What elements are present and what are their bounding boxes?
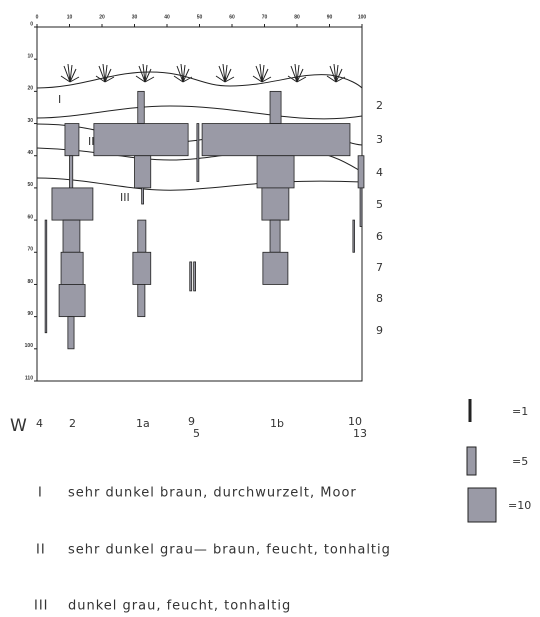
root-bar [44,219,48,334]
plant [287,63,307,83]
depth-label: 7 [376,261,383,274]
depth-label: 6 [376,230,383,243]
profile-label: 1b [270,417,284,430]
plant [215,63,235,83]
x-tick-label: 60 [229,14,235,20]
plant [135,63,155,83]
plant [326,63,346,83]
root-bar [201,123,351,157]
root-bar [256,155,295,189]
x-tick-label: 0 [36,14,39,20]
y-tick-label: 100 [25,343,34,349]
profile-label: W [10,416,27,436]
root-bar [69,155,74,189]
legend-label: =5 [512,455,528,468]
root-bar [134,155,152,189]
y-tick-label: 0 [30,21,33,27]
depth-label: 3 [376,133,383,146]
profile-label: 9 [188,415,195,428]
x-tick-label: 80 [294,14,300,20]
plant [95,63,115,83]
horizon-numeral: III [34,599,49,614]
x-tick-label: 90 [327,14,333,20]
y-tick-label: 30 [27,118,33,124]
root-bar [141,187,144,205]
root-bar [93,123,189,157]
x-tick-label: 10 [67,14,73,20]
x-tick-label: 30 [132,14,138,20]
legend-label: =10 [508,499,531,512]
depth-label: 8 [376,292,383,305]
surface-line [36,71,363,89]
y-tick-label: 60 [27,214,33,220]
horizon-label: I [58,93,61,106]
root-bar [261,187,290,221]
root-bar [60,251,84,285]
profile-label: 5 [193,427,200,440]
depth-label: 2 [376,99,383,112]
y-tick-label: 50 [27,182,33,188]
root-bar [62,219,81,253]
depth-label: 9 [376,324,383,337]
profile-label: 2 [69,417,76,430]
horizon-label: III [120,191,130,204]
root-bar [269,219,281,253]
x-tick-label: 100 [358,14,367,20]
root-bar [189,261,193,292]
root-bar [58,284,86,318]
root-bar [132,251,152,285]
y-tick-label: 70 [27,247,33,253]
horizon-numeral: I [38,486,43,501]
profile-label: 1a [136,417,150,430]
y-tick-label: 80 [27,279,33,285]
root-bar [359,187,363,227]
x-tick-label: 50 [197,14,203,20]
plants [60,63,346,83]
profile-label: 10 [348,415,362,428]
y-tick-label: 10 [27,54,33,60]
plant [60,63,80,83]
horizon-numeral: II [36,543,46,558]
horizon-line [36,105,363,120]
profile-label: 4 [36,417,43,430]
root-bar [193,261,196,292]
x-tick-label: 20 [99,14,105,20]
plant [252,63,272,83]
horizon-description: sehr dunkel grau— braun, feucht, tonhalt… [68,543,391,558]
root-bar [67,316,75,350]
plant [173,63,193,83]
legend-label: =1 [512,405,528,418]
root-bar [196,123,200,182]
depth-label: 4 [376,166,383,179]
root-bar [64,123,80,157]
root-bar [137,90,145,124]
x-tick-label: 70 [262,14,268,20]
horizon-description: dunkel grau, feucht, tonhaltig [68,599,291,614]
y-tick-label: 20 [27,86,33,92]
depth-label: 5 [376,198,383,211]
root-bar [51,187,94,221]
x-tick-label: 40 [164,14,170,20]
y-tick-label: 110 [25,375,33,381]
root-bar [137,284,146,318]
legend-symbol [467,487,497,523]
profile-label: 13 [353,427,367,440]
y-tick-label: 90 [27,311,33,317]
root-bar [357,155,365,189]
root-bar [269,90,282,124]
y-tick-label: 40 [27,150,33,156]
root-bar [262,251,289,285]
horizon-description: sehr dunkel braun, durchwurzelt, Moor [68,486,357,501]
legend-symbol [466,446,477,476]
root-bar [137,219,147,253]
horizon-label: II [88,135,95,148]
root-bar [352,219,355,253]
